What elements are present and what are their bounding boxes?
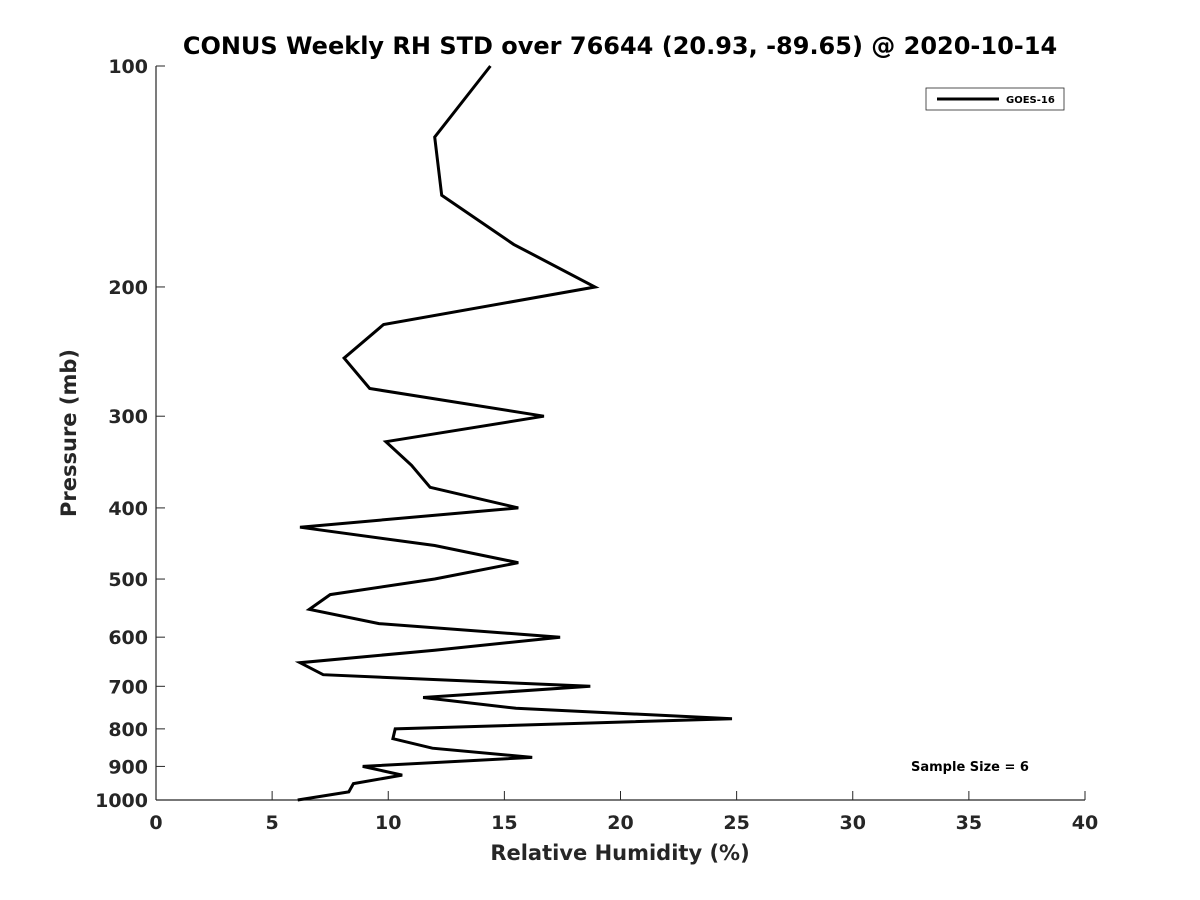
y-tick-label: 800 [108,719,148,741]
y-ticks: 100 200 300 400 500 600 700 800 900 1000 [95,56,165,812]
x-tick-label: 25 [723,812,749,834]
x-tick-label: 20 [607,812,633,834]
x-tick-label: 40 [1072,812,1098,834]
x-tick-label: 0 [149,812,162,834]
y-tick-label: 900 [108,756,148,778]
x-tick-label: 30 [840,812,866,834]
y-tick-label: 100 [108,56,148,78]
x-tick-label: 15 [491,812,517,834]
x-axis-label: Relative Humidity (%) [490,841,749,865]
x-ticks: 0 5 10 15 20 25 30 35 40 [149,791,1098,834]
y-tick-label: 1000 [95,790,148,812]
y-tick-label: 300 [108,406,148,428]
y-tick-label: 400 [108,498,148,520]
chart-title: CONUS Weekly RH STD over 76644 (20.93, -… [183,32,1057,60]
sample-size-annotation: Sample Size = 6 [911,760,1029,775]
y-tick-label: 200 [108,277,148,299]
y-tick-label: 500 [108,569,148,591]
y-tick-label: 700 [108,676,148,698]
legend-label: GOES-16 [1006,95,1055,106]
x-tick-label: 35 [956,812,982,834]
y-tick-label: 600 [108,627,148,649]
x-tick-label: 10 [375,812,401,834]
series-layer [294,65,733,802]
legend: GOES-16 [925,87,1065,111]
y-axis-label: Pressure (mb) [57,349,81,517]
series-line [294,65,733,802]
x-tick-label: 5 [266,812,279,834]
plot-axes [155,66,1085,801]
